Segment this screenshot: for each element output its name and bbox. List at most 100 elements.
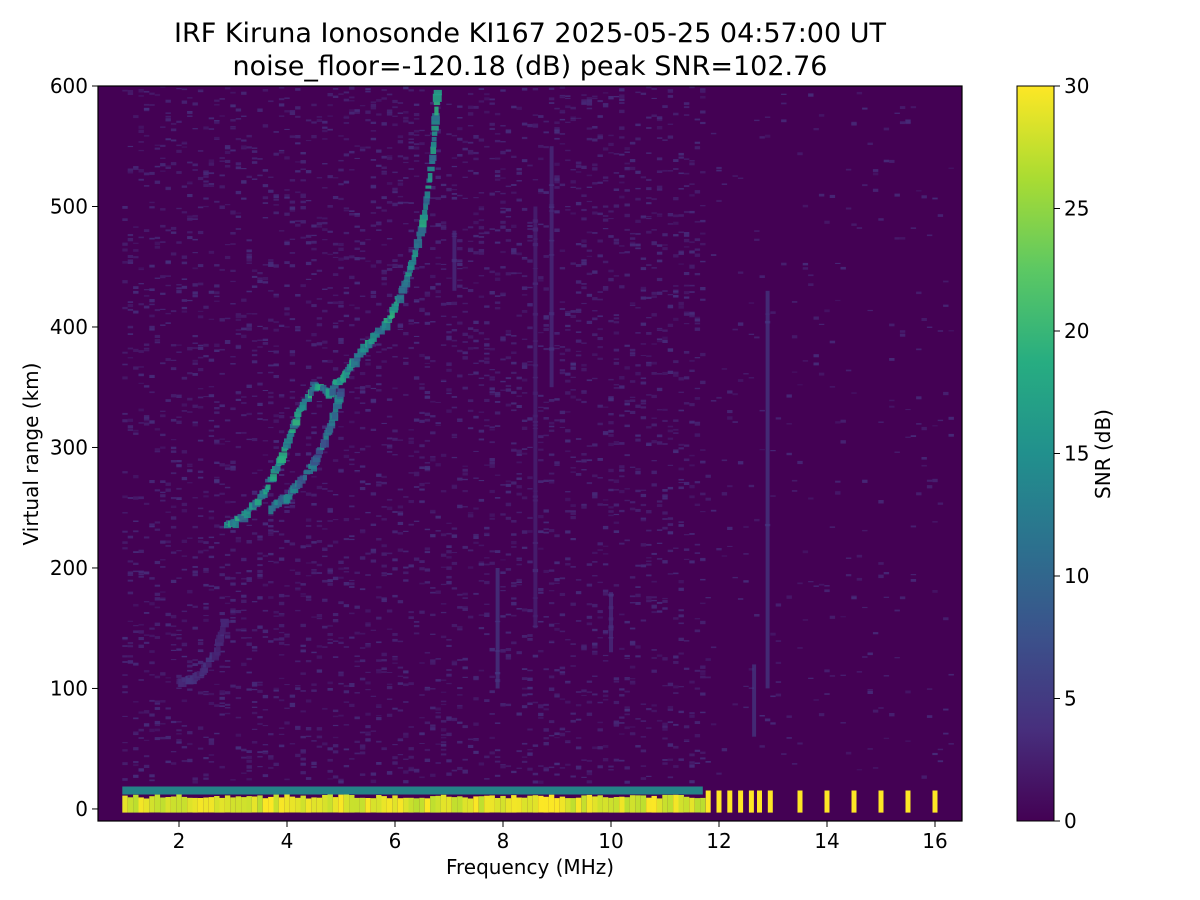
noise-speck (521, 338, 528, 340)
noise-speck (629, 726, 636, 728)
noise-speck (462, 147, 468, 151)
noise-speck (678, 305, 684, 309)
noise-speck (187, 299, 193, 302)
noise-speck (386, 713, 393, 717)
noise-speck (343, 582, 350, 586)
echo-trace-cell (299, 401, 307, 411)
noise-speck (667, 95, 674, 98)
noise-speck (840, 266, 846, 270)
noise-speck (624, 147, 630, 151)
high-frequency-line (851, 790, 857, 813)
noise-speck (845, 574, 852, 577)
noise-speck (575, 171, 582, 173)
noise-speck (419, 488, 425, 491)
noise-speck (554, 107, 560, 110)
noise-speck (532, 772, 539, 776)
noise-speck (235, 716, 242, 719)
noise-speck (300, 690, 306, 692)
noise-speck (586, 99, 593, 103)
noise-speck (397, 709, 404, 712)
noise-speck (575, 264, 582, 267)
noise-speck (478, 138, 485, 142)
noise-speck (133, 166, 139, 169)
noise-speck (338, 673, 344, 677)
ground-echo-cell (467, 798, 474, 813)
noise-speck (289, 471, 296, 473)
noise-speck (629, 243, 636, 247)
noise-speck (392, 356, 398, 358)
noise-speck (354, 306, 360, 310)
noise-speck (170, 762, 177, 765)
noise-speck (349, 445, 355, 448)
noise-speck (224, 150, 231, 154)
noise-speck (435, 282, 441, 286)
noise-speck (835, 262, 841, 264)
noise-speck (527, 609, 533, 613)
noise-speck (592, 97, 598, 100)
noise-speck (343, 291, 350, 295)
noise-speck (673, 373, 679, 377)
noise-speck (160, 722, 166, 725)
noise-speck (662, 657, 668, 661)
ground-echo-cell (230, 797, 236, 813)
ground-echo-cell (656, 798, 663, 813)
noise-speck (640, 381, 647, 385)
noise-speck (629, 410, 636, 414)
noise-speck (187, 758, 193, 763)
ground-echo-cell (532, 795, 539, 813)
noise-speck (646, 529, 652, 532)
noise-speck (619, 759, 625, 762)
noise-speck (408, 229, 414, 233)
noise-speck (419, 717, 425, 719)
noise-speck (494, 722, 501, 724)
noise-speck (494, 474, 501, 476)
noise-speck (662, 511, 668, 515)
noise-speck (867, 748, 873, 750)
noise-speck (230, 280, 236, 283)
noise-speck (651, 295, 657, 299)
noise-speck (176, 729, 182, 732)
noise-speck (570, 538, 576, 541)
noise-speck (592, 492, 598, 496)
noise-speck (214, 732, 220, 735)
noise-speck (543, 120, 549, 123)
noise-speck (667, 223, 674, 225)
noise-speck (133, 764, 139, 767)
noise-speck (505, 613, 512, 616)
noise-speck (467, 152, 474, 155)
noise-speck (446, 337, 452, 341)
noise-speck (322, 707, 328, 710)
noise-speck (538, 547, 544, 550)
noise-speck (538, 157, 544, 161)
noise-speck (332, 177, 339, 179)
noise-speck (246, 327, 252, 331)
noise-speck (602, 563, 609, 566)
noise-speck (246, 642, 252, 646)
noise-speck (397, 179, 404, 182)
heatmap-area (98, 86, 962, 821)
noise-speck (878, 500, 884, 504)
noise-speck (505, 490, 512, 494)
noise-speck (278, 115, 285, 117)
noise-speck (446, 187, 452, 192)
noise-speck (332, 540, 339, 544)
noise-speck (586, 293, 593, 297)
noise-speck (667, 486, 674, 490)
noise-speck (521, 687, 528, 690)
noise-speck (403, 550, 409, 553)
noise-speck (273, 638, 279, 641)
noise-speck (354, 655, 360, 657)
echo-trace-cell (393, 301, 399, 307)
noise-speck (716, 548, 722, 551)
noise-speck (154, 428, 161, 431)
noise-speck (230, 582, 236, 586)
noise-speck (646, 361, 652, 364)
noise-speck (581, 101, 587, 105)
noise-speck (376, 586, 382, 589)
noise-speck (413, 471, 420, 475)
noise-speck (289, 416, 296, 419)
noise-speck (424, 528, 431, 531)
noise-speck (197, 405, 204, 409)
noise-speck (322, 340, 328, 344)
noise-speck (586, 712, 593, 716)
